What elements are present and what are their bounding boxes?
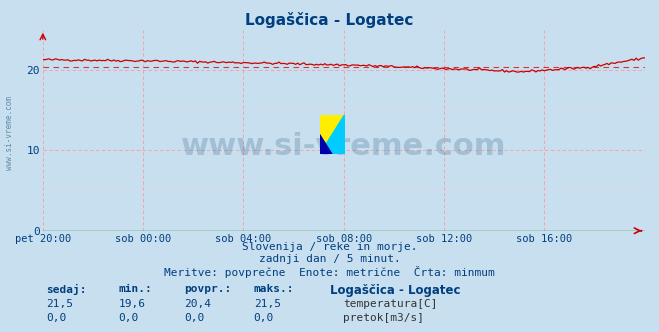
Polygon shape (320, 115, 345, 154)
Text: Logaščica - Logatec: Logaščica - Logatec (330, 284, 460, 297)
Text: 19,6: 19,6 (119, 299, 146, 309)
Text: 20,4: 20,4 (185, 299, 212, 309)
Text: Slovenija / reke in morje.: Slovenija / reke in morje. (242, 242, 417, 252)
Text: Logaščica - Logatec: Logaščica - Logatec (245, 12, 414, 28)
Text: temperatura[C]: temperatura[C] (343, 299, 438, 309)
Text: zadnji dan / 5 minut.: zadnji dan / 5 minut. (258, 254, 401, 264)
Text: 21,5: 21,5 (254, 299, 281, 309)
Text: 0,0: 0,0 (119, 313, 139, 323)
Text: maks.:: maks.: (254, 284, 294, 294)
Text: pretok[m3/s]: pretok[m3/s] (343, 313, 424, 323)
Text: 21,5: 21,5 (46, 299, 73, 309)
Text: sedaj:: sedaj: (46, 284, 86, 295)
Text: www.si-vreme.com: www.si-vreme.com (181, 132, 506, 161)
Text: min.:: min.: (119, 284, 152, 294)
Polygon shape (320, 134, 332, 154)
Text: 0,0: 0,0 (46, 313, 67, 323)
Text: Meritve: povprečne  Enote: metrične  Črta: minmum: Meritve: povprečne Enote: metrične Črta:… (164, 266, 495, 278)
Text: 0,0: 0,0 (185, 313, 205, 323)
Polygon shape (320, 115, 345, 154)
Text: povpr.:: povpr.: (185, 284, 232, 294)
Text: www.si-vreme.com: www.si-vreme.com (5, 96, 14, 170)
Text: 0,0: 0,0 (254, 313, 274, 323)
